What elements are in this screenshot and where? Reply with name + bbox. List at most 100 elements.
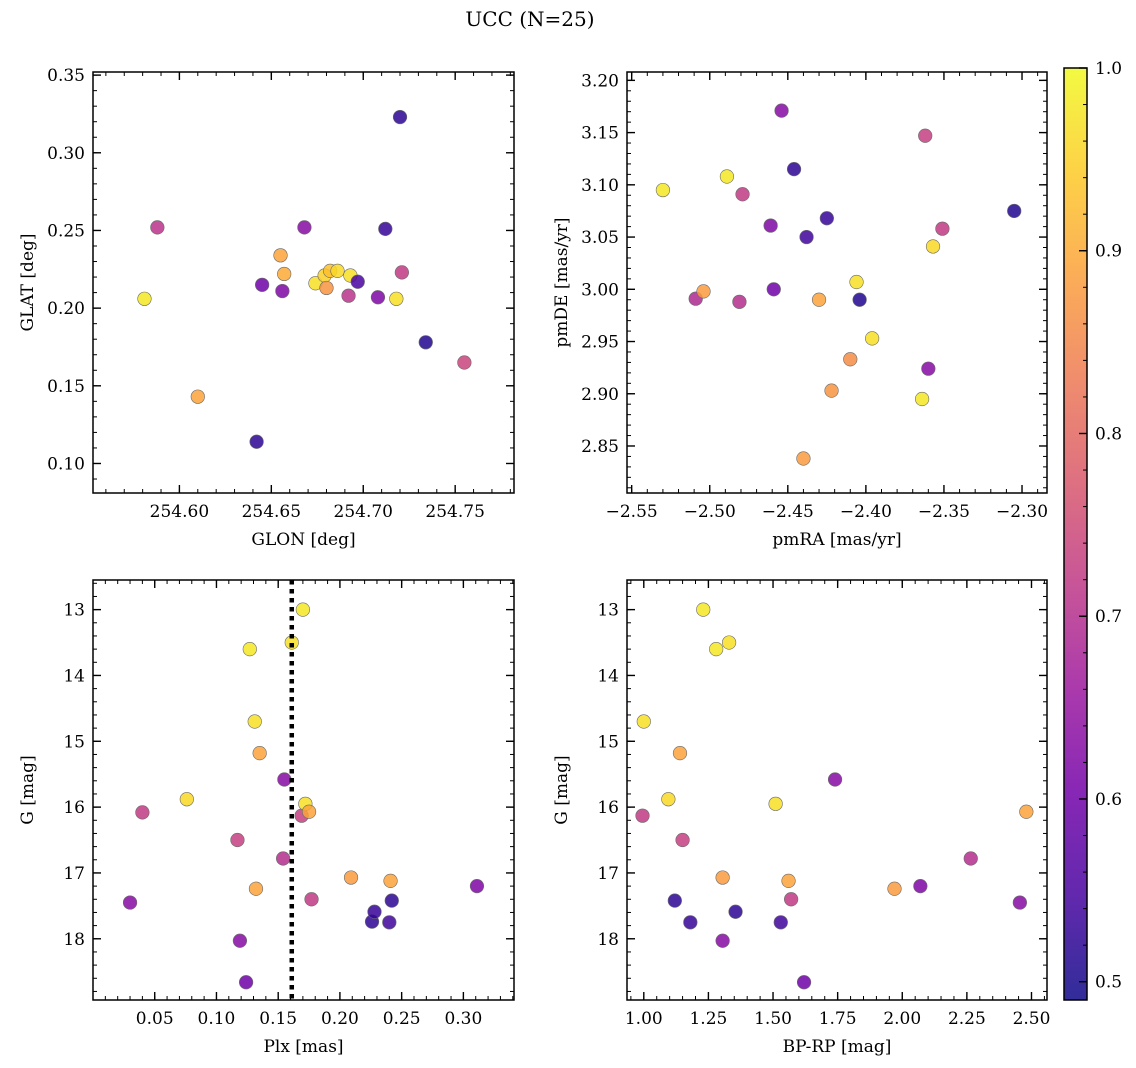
scatter-point xyxy=(715,870,730,885)
axes-frame xyxy=(626,579,1048,1001)
x-tick-label: 254.65 xyxy=(242,502,301,522)
scatter-point xyxy=(852,292,867,307)
y-tick-label: 2.95 xyxy=(581,333,619,353)
minor-ticks xyxy=(627,580,1047,1000)
y-tick-label: 0.10 xyxy=(47,454,85,474)
y-tick-label: 16 xyxy=(597,798,619,818)
x-tick-label: 2.25 xyxy=(948,1009,986,1029)
scatter-point xyxy=(248,881,264,896)
colorbar-frame xyxy=(1063,67,1088,1001)
scatter-point xyxy=(341,288,356,303)
scatter-point xyxy=(796,975,812,990)
y-tick-label: 3.20 xyxy=(581,71,619,91)
axes-frame xyxy=(92,71,515,494)
scatter-point xyxy=(696,284,711,299)
scatter-point xyxy=(781,873,796,888)
scatter-point xyxy=(469,879,485,894)
x-tick-label: 254.75 xyxy=(425,502,484,522)
x-tick-label: −2.45 xyxy=(762,502,814,522)
colorbar-tick-label: 0.6 xyxy=(1095,790,1122,810)
scatter-point xyxy=(796,451,811,466)
y-tick-label: 0.15 xyxy=(47,377,85,397)
y-axis-label: GLAT [deg] xyxy=(18,233,38,331)
figure-title: UCC (N=25) xyxy=(465,7,594,31)
x-tick-label: −2.50 xyxy=(684,502,736,522)
scatter-point xyxy=(696,602,711,617)
x-axis-label: Plx [mas] xyxy=(263,1037,343,1057)
minor-ticks xyxy=(93,72,514,493)
scatter-point xyxy=(275,283,290,299)
x-tick-label: −2.55 xyxy=(606,502,658,522)
scatter-point xyxy=(382,915,397,930)
scatter-point xyxy=(913,879,928,894)
y-tick-label: 15 xyxy=(63,732,85,752)
scatter-point xyxy=(389,291,404,306)
x-tick-label: 254.60 xyxy=(150,502,209,522)
scatter-point xyxy=(255,277,270,292)
scatter-point xyxy=(849,274,864,290)
y-tick-label: 2.90 xyxy=(581,385,619,405)
colorbar-gradient xyxy=(1064,68,1087,1000)
scatter-point xyxy=(418,335,433,350)
colorbar-tick-label: 0.8 xyxy=(1095,424,1122,444)
scatter-point xyxy=(276,851,291,866)
scatter-point xyxy=(392,109,408,125)
y-tick-label: 15 xyxy=(597,732,619,752)
y-tick-label: 18 xyxy=(63,930,85,950)
scatter-point xyxy=(925,239,941,254)
x-axis-label: GLON [deg] xyxy=(251,530,355,550)
y-tick-label: 0.35 xyxy=(47,66,85,86)
scatter-points xyxy=(635,602,1034,990)
scatter-point xyxy=(295,602,310,617)
scatter-point xyxy=(732,294,747,309)
y-tick-label: 3.10 xyxy=(581,176,619,196)
scatter-point xyxy=(247,714,262,729)
colorbar-tick-label: 0.7 xyxy=(1095,607,1122,627)
minor-ticks xyxy=(92,580,514,1000)
y-tick-label: 3.05 xyxy=(581,228,619,248)
x-tick-label: 1.25 xyxy=(689,1009,727,1029)
scatter-point xyxy=(824,383,839,398)
x-tick-label: 254.70 xyxy=(334,502,393,522)
scatter-point xyxy=(297,220,312,235)
scatter-point xyxy=(190,389,205,404)
scatter-point xyxy=(635,808,650,823)
scatter-point xyxy=(786,162,802,177)
scatter-point xyxy=(683,915,698,930)
scatter-point xyxy=(230,832,245,848)
scatter-point xyxy=(150,220,165,235)
scatter-point xyxy=(887,881,902,896)
subplot-2: −2.55 −2.50 −2.45 −2.40 −2.35 −2.30 2.85 2.90 2.… xyxy=(552,71,1048,550)
scatter-points xyxy=(137,109,472,449)
scatter-point xyxy=(319,280,334,296)
scatter-point xyxy=(827,772,843,787)
scatter-point xyxy=(709,642,724,657)
colorbar-tick-label: 0.5 xyxy=(1095,973,1122,993)
scatter-point xyxy=(137,291,152,306)
y-tick-label: 17 xyxy=(63,864,85,884)
scatter-point xyxy=(1012,895,1027,910)
subplot-1: 254.60 254.65 254.70 254.75 0.10 0.15 0.20 0.25… xyxy=(18,66,515,550)
scatter-point xyxy=(304,892,319,907)
y-axis-label: G [mag] xyxy=(18,755,38,824)
colorbar-tick-label: 0.9 xyxy=(1095,242,1122,262)
scatter-point xyxy=(811,292,827,307)
scatter-point xyxy=(784,892,799,907)
scatter-point xyxy=(252,746,267,761)
scatter-point xyxy=(768,796,783,811)
x-tick-label: 0.30 xyxy=(444,1009,482,1029)
subplot-grid: 254.60 254.65 254.70 254.75 0.10 0.15 0.20 0.25… xyxy=(18,66,1050,1057)
axes-frame xyxy=(92,579,515,1001)
x-tick-label: 0.05 xyxy=(136,1009,174,1029)
x-tick-label: 0.20 xyxy=(321,1009,359,1029)
x-tick-label: −2.30 xyxy=(996,502,1048,522)
scatter-point xyxy=(122,895,138,910)
y-tick-label: 0.25 xyxy=(47,221,85,241)
scatter-point xyxy=(330,263,345,278)
colorbar: 0.5 0.6 0.7 0.8 0.9 1.0 xyxy=(1063,59,1122,1001)
scatter-point xyxy=(179,792,194,807)
scatter-point xyxy=(721,635,737,650)
y-tick-label: 14 xyxy=(63,666,85,686)
scatter-point xyxy=(715,933,730,948)
x-tick-label: 0.10 xyxy=(198,1009,236,1029)
